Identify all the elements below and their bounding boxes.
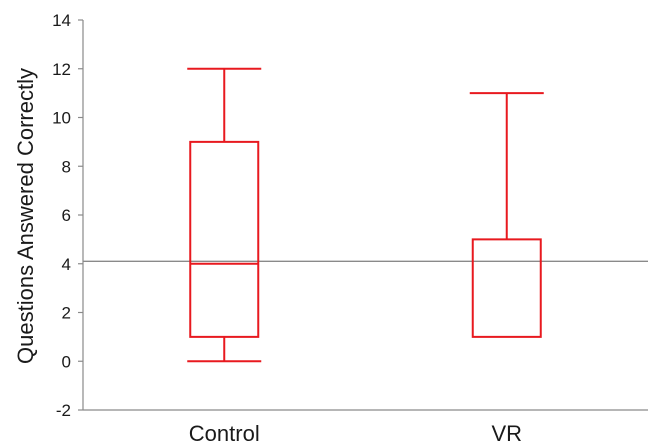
x-category-label: Control — [189, 421, 260, 445]
iqr-box — [471, 238, 542, 338]
y-tick-label: -2 — [56, 401, 71, 420]
box-control — [187, 67, 262, 363]
axes — [82, 20, 648, 411]
x-axis-labels: Control VR — [189, 421, 522, 445]
y-tick-label: 8 — [62, 157, 71, 176]
y-tick-label: 14 — [52, 11, 71, 30]
y-axis-ticks: -2 0 2 4 6 8 10 12 14 — [52, 11, 83, 420]
y-tick-label: 4 — [62, 255, 71, 274]
y-tick-label: 2 — [62, 304, 71, 323]
x-category-label: VR — [491, 421, 522, 445]
y-tick-label: 10 — [52, 109, 71, 128]
y-tick-label: 12 — [52, 60, 71, 79]
y-axis-title: Questions Answered Correctly — [13, 68, 38, 364]
y-tick-label: 0 — [62, 352, 71, 371]
box-vr — [469, 92, 544, 338]
boxes — [187, 67, 544, 363]
y-tick-label: 6 — [62, 206, 71, 225]
iqr-box — [189, 140, 260, 338]
